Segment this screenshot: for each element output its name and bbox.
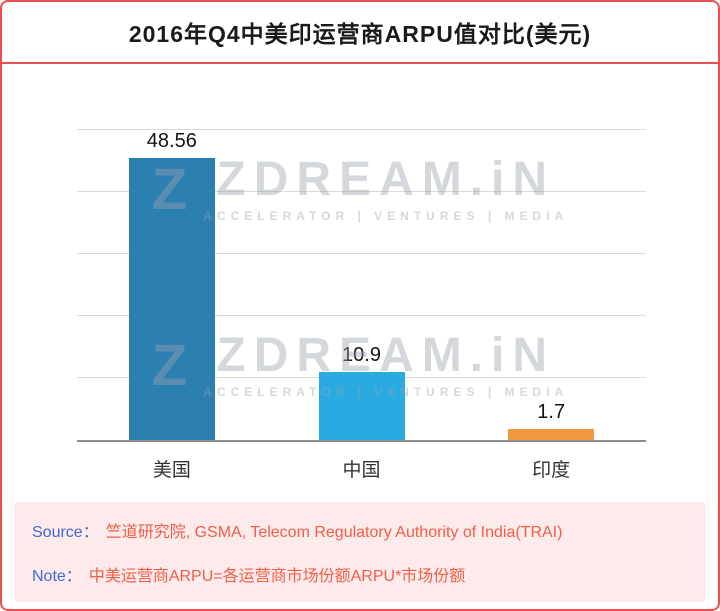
gridline — [77, 253, 646, 254]
bar-group-china: 10.9 — [267, 130, 457, 440]
bar-group-india: 1.7 — [456, 130, 646, 440]
footer-panel: Source： 竺道研究院, GSMA, Telecom Regulatory A… — [14, 502, 706, 602]
value-label-china: 10.9 — [342, 344, 381, 367]
bar-china — [318, 372, 405, 440]
value-label-usa: 48.56 — [146, 130, 197, 152]
category-label-india: 印度 — [532, 460, 571, 481]
note-text: 中美运营商ARPU=各运营商市场份额ARPU*市场份额 — [88, 568, 466, 585]
plot-area: 48.56 10.9 1.7 — [77, 129, 646, 442]
bar-group-usa: 48.56 — [77, 130, 267, 440]
note-label: Note： — [32, 568, 82, 585]
chart-title-bar: 2016年Q4中美印运营商ARPU值对比(美元) — [2, 2, 718, 64]
gridline — [77, 315, 646, 316]
category-label-usa: 美国 — [152, 460, 191, 481]
gridline — [77, 191, 646, 192]
source-line: Source： 竺道研究院, GSMA, Telecom Regulatory A… — [32, 518, 688, 542]
gridline — [77, 129, 646, 130]
category-label-china: 中国 — [342, 460, 381, 481]
bars-container: 48.56 10.9 1.7 — [77, 130, 646, 440]
value-label-india: 1.7 — [537, 401, 566, 424]
category-axis: 美国 中国 印度 — [77, 442, 646, 482]
chart-title: 2016年Q4中美印运营商ARPU值对比(美元) — [128, 21, 592, 47]
source-text: 竺道研究院, GSMA, Telecom Regulatory Authorit… — [105, 524, 563, 541]
source-label: Source： — [32, 524, 99, 541]
chart-region: Z ZDREAM.iN ACCELERATOR | VENTURES | MED… — [2, 64, 718, 494]
bar-india — [508, 429, 595, 440]
note-line: Note： 中美运营商ARPU=各运营商市场份额ARPU*市场份额 — [32, 562, 688, 586]
bar-usa — [128, 158, 215, 440]
